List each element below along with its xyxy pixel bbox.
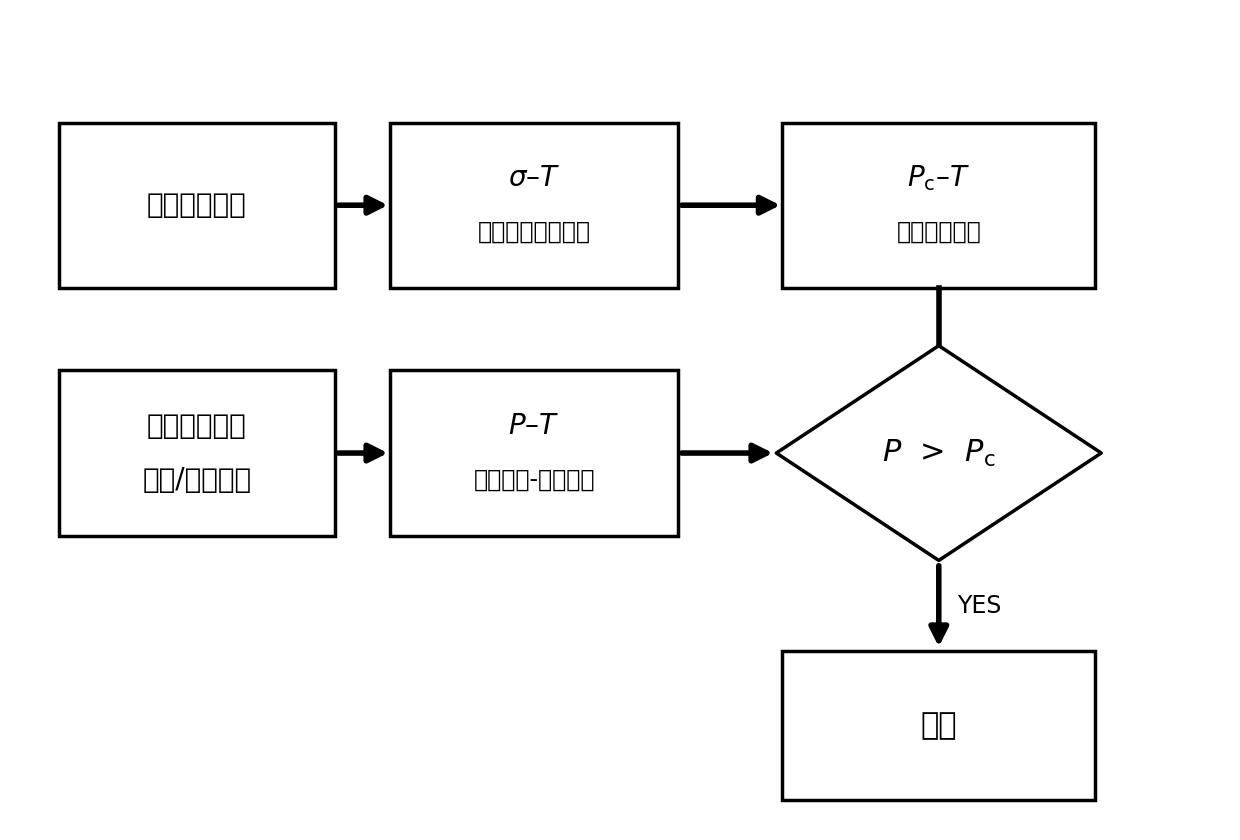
- Text: $\sigma$–$T$: $\sigma$–$T$: [508, 165, 560, 192]
- Bar: [60, 123, 335, 288]
- Text: 芯内气压-胶层温度: 芯内气压-胶层温度: [474, 468, 595, 492]
- Text: 平拉强度实验: 平拉强度实验: [148, 192, 247, 219]
- Text: $P_{\mathrm{c}}$–$T$: $P_{\mathrm{c}}$–$T$: [908, 164, 970, 193]
- Text: （脱粘判据）: （脱粘判据）: [897, 220, 981, 244]
- Text: 激光/其它方式: 激光/其它方式: [143, 466, 252, 494]
- Bar: [782, 123, 1095, 288]
- Bar: [782, 651, 1095, 800]
- Text: （面板脱离破坏）: （面板脱离破坏）: [477, 220, 590, 244]
- Text: 辐照加热实验: 辐照加热实验: [148, 412, 247, 440]
- Bar: [391, 123, 678, 288]
- Bar: [391, 370, 678, 536]
- Polygon shape: [776, 345, 1101, 560]
- Bar: [60, 370, 335, 536]
- Text: YES: YES: [957, 594, 1002, 618]
- Text: $P$  >  $P_{\mathrm{c}}$: $P$ > $P_{\mathrm{c}}$: [882, 438, 996, 469]
- Text: 脱粘: 脱粘: [920, 711, 957, 740]
- Text: $P$–$T$: $P$–$T$: [508, 412, 559, 440]
